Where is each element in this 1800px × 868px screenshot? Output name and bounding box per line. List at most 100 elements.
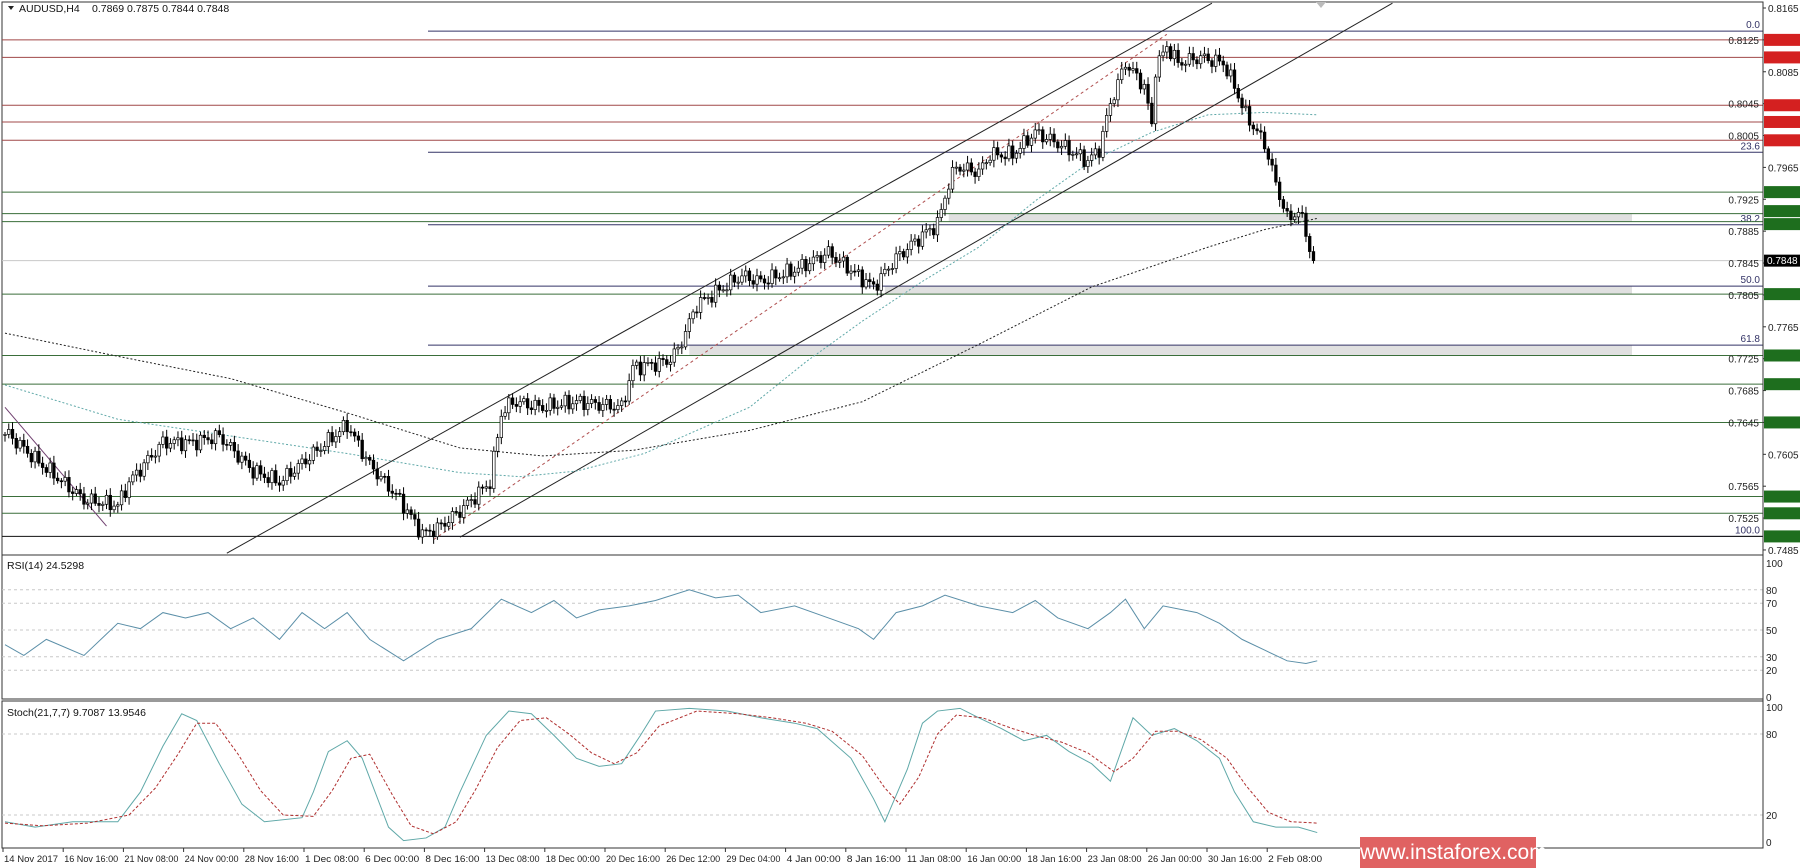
candle <box>341 420 346 433</box>
candle <box>582 395 586 410</box>
candle <box>823 254 827 263</box>
candle <box>796 267 801 273</box>
triangle-down-icon[interactable] <box>8 6 14 10</box>
candle <box>1217 54 1222 62</box>
chart-shift-marker-icon[interactable] <box>1316 2 1326 8</box>
rsi-panel: RSI(14) 24.5298 <box>2 560 1763 671</box>
candle <box>1191 53 1195 61</box>
rsi-title: RSI(14) 24.5298 <box>7 560 84 572</box>
candle <box>1274 164 1278 183</box>
candle <box>1232 69 1237 89</box>
candle <box>537 399 541 406</box>
candle <box>356 435 361 441</box>
candle <box>274 470 278 484</box>
candle <box>157 444 161 457</box>
candle <box>304 458 308 465</box>
candle <box>71 491 75 494</box>
candle <box>890 268 895 270</box>
candle <box>492 450 496 489</box>
candle <box>853 270 857 273</box>
candle <box>14 438 18 449</box>
candle <box>454 511 458 513</box>
candle <box>55 477 60 482</box>
candle <box>612 408 616 411</box>
candle <box>954 166 958 169</box>
candle <box>225 444 229 446</box>
candle <box>119 490 124 506</box>
candle <box>747 270 752 281</box>
candle <box>473 499 477 505</box>
price-tick-label: 0.7645 <box>1728 418 1759 429</box>
chart-header: AUDUSD,H4 0.7869 0.7875 0.7844 0.7848 <box>8 3 229 15</box>
candle <box>807 263 812 272</box>
candle <box>691 311 695 320</box>
fib-level-label: 38.2 <box>1741 214 1761 225</box>
candle <box>879 273 883 291</box>
candle <box>97 502 101 506</box>
candle <box>1183 63 1188 66</box>
candle <box>1105 115 1109 132</box>
rsi-tick-label: 20 <box>1766 666 1778 677</box>
moving-average-line <box>4 111 1318 478</box>
candle <box>702 297 707 299</box>
price-tick-label: 0.7725 <box>1728 355 1759 366</box>
candle <box>672 348 676 363</box>
candle <box>864 279 868 288</box>
candle <box>74 489 79 494</box>
candle <box>834 256 838 263</box>
price-tick-label: 0.8125 <box>1728 36 1759 47</box>
candle <box>168 443 173 449</box>
candle <box>1014 152 1019 159</box>
rsi-tick-label: 70 <box>1766 599 1778 610</box>
candle <box>213 430 218 445</box>
candle <box>1255 128 1259 132</box>
candle <box>292 472 297 477</box>
candle <box>766 282 770 285</box>
candle <box>1052 133 1056 143</box>
candle <box>751 280 755 285</box>
candle <box>401 493 406 514</box>
candle <box>345 420 349 433</box>
candle <box>59 480 64 483</box>
candle <box>729 274 733 291</box>
candle <box>413 514 417 520</box>
candle <box>1116 79 1120 101</box>
candle <box>1153 76 1158 125</box>
price-tick-label: 0.8005 <box>1728 132 1759 143</box>
candle <box>146 455 150 464</box>
candle <box>25 445 30 454</box>
candle <box>210 439 214 445</box>
candle <box>875 283 879 291</box>
candle <box>759 275 763 280</box>
candle <box>950 167 955 190</box>
stoch-tick-label: 0 <box>1766 838 1772 849</box>
candle <box>311 446 315 461</box>
candle <box>134 469 139 476</box>
candle <box>300 458 304 464</box>
candle <box>1251 124 1255 130</box>
symbol-label: AUDUSD,H4 <box>19 3 80 15</box>
time-tick-label: 24 Nov 00:00 <box>185 854 239 865</box>
candle <box>947 188 951 199</box>
price-tick-label: 0.7805 <box>1728 291 1759 302</box>
candle <box>243 455 248 461</box>
candle <box>774 269 778 279</box>
candle <box>886 268 891 271</box>
candle <box>668 361 673 365</box>
candle <box>619 400 624 406</box>
candle <box>228 442 233 446</box>
candle <box>826 246 831 256</box>
candle <box>589 399 594 404</box>
candle <box>510 397 515 405</box>
candle <box>1270 158 1274 166</box>
candle <box>1131 68 1135 71</box>
candle <box>255 465 259 479</box>
rsi-tick-label: 100 <box>1766 559 1783 570</box>
time-tick-label: 23 Jan 08:00 <box>1088 854 1142 865</box>
candle <box>980 162 985 170</box>
candle <box>559 405 564 408</box>
fib-level-label: 61.8 <box>1741 334 1761 345</box>
candle <box>477 486 481 505</box>
time-tick-label: 8 Dec 16:00 <box>425 854 479 865</box>
